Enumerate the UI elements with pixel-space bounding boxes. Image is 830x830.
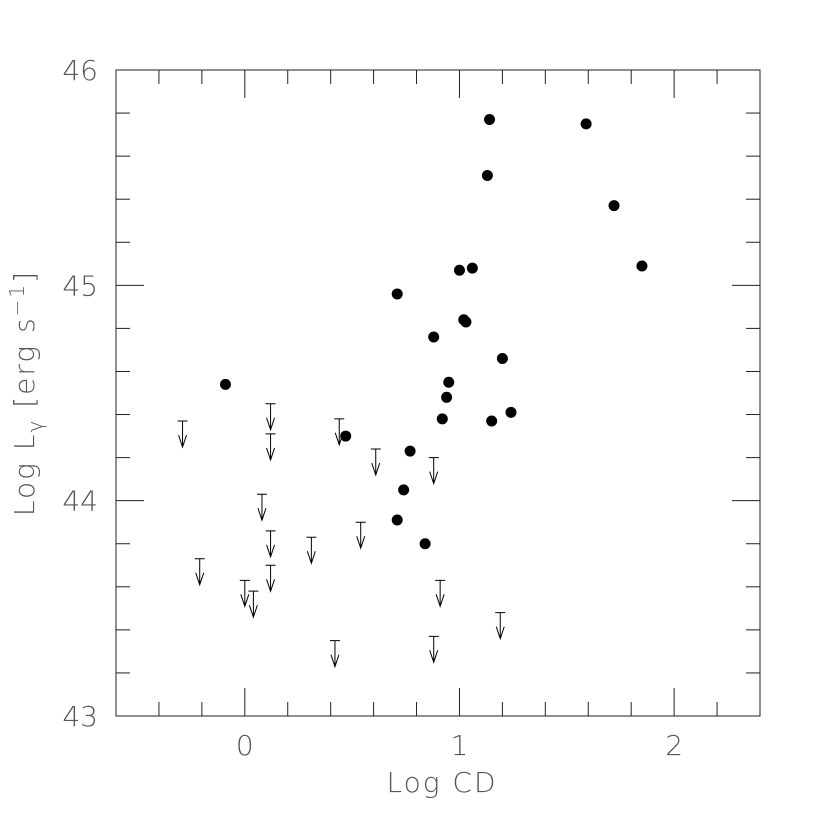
upper-limit (334, 418, 345, 447)
upper-limit-arrow (239, 579, 250, 608)
y-tick-label: 44 (62, 485, 98, 518)
upper-limit-arrow (265, 433, 276, 462)
upper-limit-arrow (177, 420, 188, 449)
data-point (443, 376, 455, 388)
upper-limit (239, 579, 250, 608)
upper-limit-arrow (428, 635, 439, 664)
upper-limit (248, 590, 259, 619)
data-point (496, 353, 508, 365)
data-point (453, 264, 465, 276)
upper-limit (265, 564, 276, 593)
data-point (219, 378, 231, 390)
data-point (486, 415, 498, 427)
data-point (580, 118, 592, 130)
data-point (505, 406, 517, 418)
data-point (391, 288, 403, 300)
y-axis-label: Log Lγ [erg s−1] (5, 270, 47, 516)
upper-limit-arrow (435, 579, 446, 608)
upper-limit (194, 558, 205, 587)
y-tick-label: 45 (62, 269, 98, 302)
data-point (441, 391, 453, 403)
upper-limit-arrow (265, 403, 276, 432)
upper-limit-arrow (306, 536, 317, 565)
upper-limit-arrow (265, 564, 276, 593)
data-point (391, 514, 403, 526)
data-point (436, 413, 448, 425)
upper-limit-arrow (248, 590, 259, 619)
y-label-sub: γ (23, 419, 47, 433)
y-label-sup: −1 (5, 283, 29, 316)
upper-limit-arrow (495, 612, 506, 641)
upper-limit (370, 448, 381, 477)
upper-limit (329, 640, 340, 669)
upper-limit (265, 433, 276, 462)
upper-limit-arrow (428, 457, 439, 486)
upper-limit (355, 521, 366, 550)
y-label-part: Log L (8, 433, 41, 517)
data-point (428, 331, 440, 343)
upper-limit (265, 530, 276, 559)
plot-frame (115, 69, 761, 717)
upper-limit (265, 403, 276, 432)
x-tick-label: 1 (451, 729, 469, 762)
upper-limit (306, 536, 317, 565)
y-tick-label: 46 (62, 54, 98, 87)
data-point (419, 538, 431, 550)
upper-limit (495, 612, 506, 641)
upper-limit (435, 579, 446, 608)
data-point (636, 260, 648, 272)
data-point (484, 114, 496, 126)
upper-limit-arrow (256, 493, 267, 522)
upper-limit (428, 635, 439, 664)
x-tick-label: 2 (665, 729, 683, 762)
data-point (481, 170, 493, 182)
data-point (460, 316, 472, 328)
upper-limit-arrow (355, 521, 366, 550)
y-tick-label: 43 (62, 700, 98, 733)
upper-limit (177, 420, 188, 449)
upper-limit-arrow (194, 558, 205, 587)
data-point (398, 484, 410, 496)
y-label-part: [erg s (8, 316, 41, 418)
x-tick-label: 0 (236, 729, 254, 762)
y-label-part: ] (8, 270, 41, 283)
data-point (608, 200, 620, 212)
upper-limit-arrow (329, 640, 340, 669)
upper-limit (428, 457, 439, 486)
data-point (466, 262, 478, 274)
upper-limit (256, 493, 267, 522)
upper-limit-arrow (334, 418, 345, 447)
data-point (404, 445, 416, 457)
upper-limit-arrow (370, 448, 381, 477)
x-axis-label: Log CD (386, 766, 497, 799)
upper-limit-arrow (265, 530, 276, 559)
